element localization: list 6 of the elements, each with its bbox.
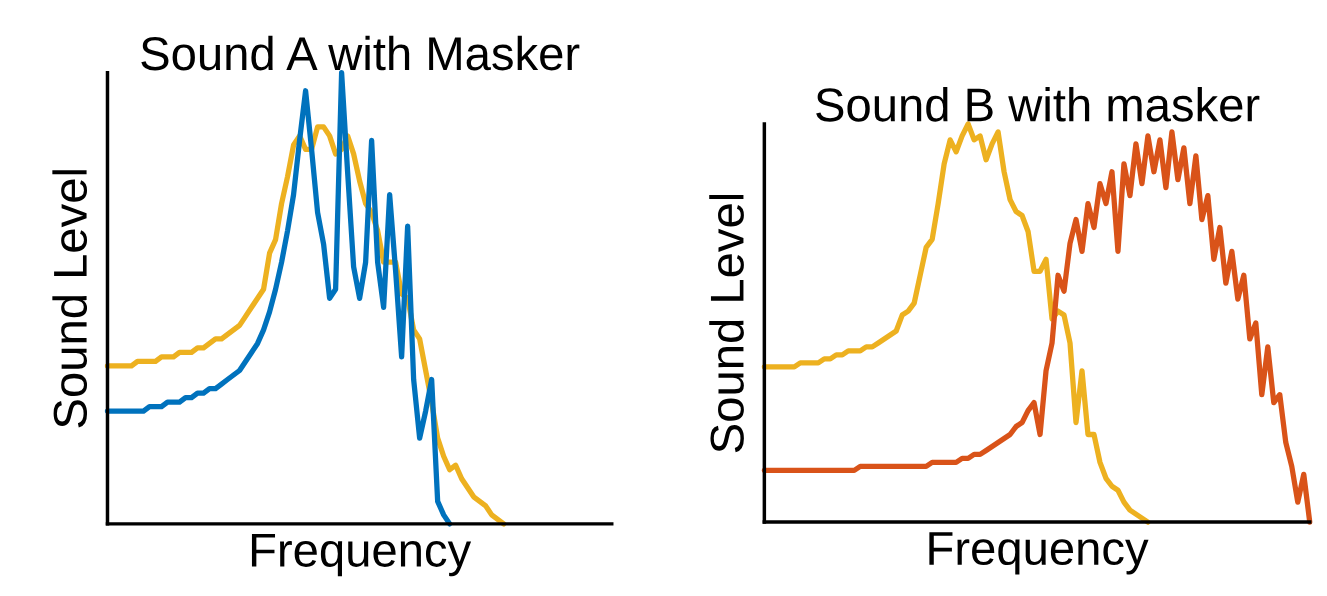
x-axis-title: Frequency <box>251 533 472 577</box>
chart-title: Sound A with Masker <box>141 35 580 71</box>
y-axis-title: Sound Level <box>709 194 744 453</box>
y-axis-title: Sound Level <box>52 170 88 428</box>
x-axis-title: Frequency <box>929 532 1149 575</box>
chart-title: Sound B with masker <box>816 86 1260 122</box>
